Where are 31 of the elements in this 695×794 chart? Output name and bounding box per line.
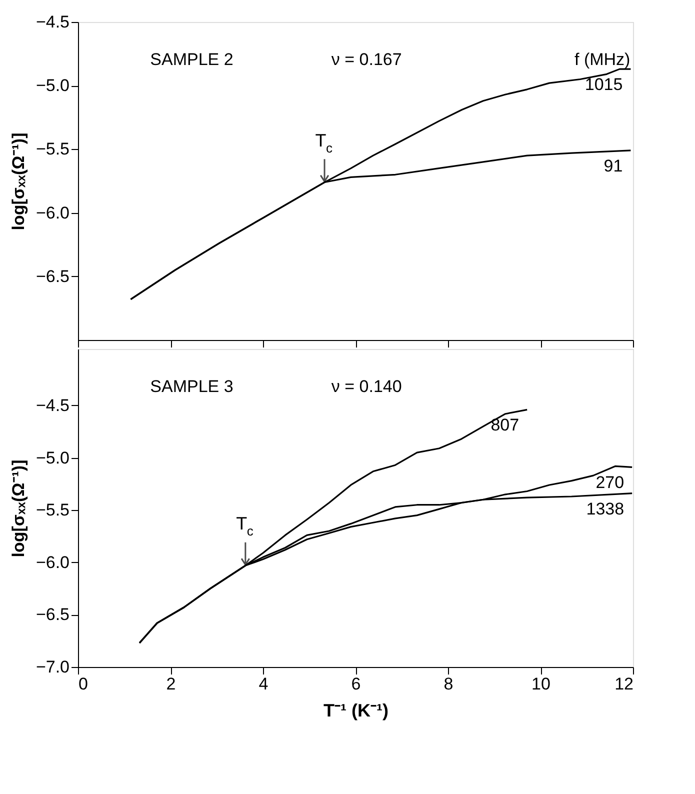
x-tick-label: 4 [258, 674, 268, 694]
x-tick-label: 2 [166, 674, 176, 694]
series-label: 807 [490, 416, 520, 435]
y-tick-label: −5.5 [36, 140, 70, 159]
y-axis-title: log[σₓₓ(Ω⁻¹)] [8, 132, 28, 230]
y-tick-label: −6.5 [36, 605, 70, 624]
y-tick-label: −7.0 [36, 658, 70, 676]
x-tick-label: 0 [78, 674, 88, 694]
y-tick-label: −4.5 [36, 396, 70, 415]
y-axis-title: log[σₓₓ(Ω⁻¹)] [8, 460, 28, 558]
series-label: 270 [596, 473, 624, 492]
y-tick-label: −6.0 [36, 552, 70, 572]
series-label: 91 [604, 156, 623, 176]
x-tick-label: 10 [532, 674, 550, 694]
y-tick-label: −5.0 [36, 76, 70, 96]
y-tick-label: −5.5 [36, 500, 70, 520]
series-label: 1338 [586, 499, 624, 518]
y-tick-label: −6.5 [36, 266, 70, 286]
annotation: SAMPLE 2 [150, 50, 234, 69]
annotation: ν = 0.140 [331, 377, 402, 396]
x-axis-title: T⁻¹ (K⁻¹) [324, 700, 388, 720]
annotation: SAMPLE 3 [150, 377, 234, 396]
series-label: 1015 [584, 75, 623, 94]
x-tick-label: 12 [614, 674, 634, 694]
y-tick-label: −5.0 [36, 448, 70, 468]
y-tick-label: −6.0 [36, 203, 70, 222]
x-tick-label: 8 [444, 674, 454, 694]
annotation: ν = 0.167 [331, 50, 402, 69]
x-tick-label: 6 [351, 674, 361, 694]
annotation: f (MHz) [574, 50, 630, 69]
y-tick-label: −4.5 [36, 12, 70, 32]
